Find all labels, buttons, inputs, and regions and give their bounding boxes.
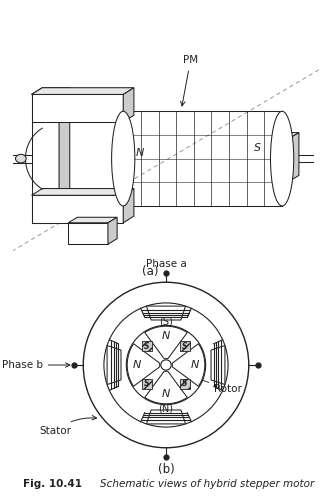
Circle shape (104, 303, 228, 427)
Polygon shape (108, 218, 117, 244)
Text: N: N (136, 148, 144, 158)
Polygon shape (145, 372, 187, 404)
Bar (180, 379, 190, 388)
Ellipse shape (16, 154, 26, 163)
Text: (N): (N) (158, 403, 174, 413)
Circle shape (83, 282, 249, 448)
Polygon shape (107, 346, 121, 385)
Circle shape (161, 360, 171, 370)
Polygon shape (145, 326, 187, 358)
Polygon shape (68, 218, 117, 223)
Text: Phase b: Phase b (2, 360, 70, 370)
Polygon shape (146, 306, 186, 320)
Text: S: S (144, 380, 150, 388)
Text: (a): (a) (142, 265, 159, 278)
Text: Phase a: Phase a (146, 259, 186, 269)
Polygon shape (32, 188, 134, 196)
Text: S: S (144, 342, 150, 350)
Bar (142, 342, 152, 351)
Polygon shape (59, 88, 70, 223)
Polygon shape (32, 88, 134, 94)
Circle shape (126, 326, 206, 404)
Text: Rotor: Rotor (191, 376, 242, 394)
Polygon shape (32, 94, 123, 122)
Polygon shape (146, 410, 186, 424)
Ellipse shape (112, 112, 135, 206)
Polygon shape (211, 346, 225, 385)
Bar (142, 379, 152, 388)
Text: Schematic views of hybrid stepper motor: Schematic views of hybrid stepper motor (100, 479, 314, 489)
Text: S: S (182, 380, 188, 388)
Text: Fig. 10.41: Fig. 10.41 (23, 479, 82, 489)
Polygon shape (32, 196, 123, 223)
Text: N: N (162, 330, 170, 340)
Polygon shape (127, 344, 160, 386)
Polygon shape (172, 344, 205, 386)
Polygon shape (123, 188, 134, 223)
Text: S: S (182, 342, 188, 350)
Polygon shape (32, 88, 70, 94)
Polygon shape (279, 137, 291, 180)
Text: (S): (S) (159, 317, 173, 327)
Polygon shape (279, 132, 299, 137)
Ellipse shape (271, 112, 294, 206)
Text: (b): (b) (158, 464, 174, 476)
Polygon shape (32, 94, 59, 223)
Polygon shape (68, 223, 108, 244)
Text: PM: PM (181, 56, 198, 106)
Text: N: N (132, 360, 141, 370)
Text: Stator: Stator (39, 416, 97, 436)
Bar (180, 342, 190, 351)
Text: N: N (191, 360, 200, 370)
Text: S: S (254, 143, 261, 153)
Polygon shape (291, 132, 299, 180)
Text: N: N (162, 390, 170, 400)
Polygon shape (123, 88, 134, 122)
